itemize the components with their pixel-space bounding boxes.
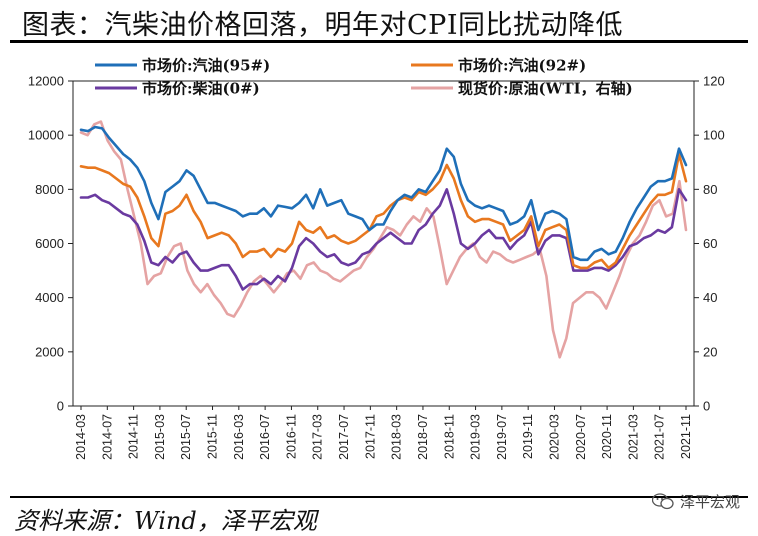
x-tick-label: 2014-07 bbox=[100, 414, 114, 460]
left-tick-label: 4000 bbox=[35, 290, 64, 305]
x-tick-label: 2019-11 bbox=[521, 414, 535, 459]
source-rule bbox=[10, 496, 748, 498]
right-tick-label: 40 bbox=[703, 290, 717, 305]
x-tick-label: 2015-11 bbox=[206, 414, 220, 459]
x-tick-label: 2017-11 bbox=[363, 414, 377, 459]
x-tick-label: 2016-11 bbox=[284, 414, 298, 459]
x-tick-label: 2016-07 bbox=[258, 414, 272, 460]
x-tick-label: 2020-11 bbox=[600, 414, 614, 459]
x-tick-label: 2021-03 bbox=[626, 414, 640, 460]
legend-label-gas95: 市场价:汽油(95#) bbox=[142, 57, 270, 75]
x-tick-label: 2019-07 bbox=[495, 414, 509, 460]
series-line-wti bbox=[79, 120, 688, 359]
series-line-gas95 bbox=[79, 125, 688, 262]
x-tick-label: 2015-07 bbox=[179, 414, 193, 460]
left-tick-label: 2000 bbox=[35, 344, 64, 359]
title-rule bbox=[10, 40, 748, 43]
left-tick-label: 8000 bbox=[35, 182, 64, 197]
plot-area bbox=[72, 80, 695, 407]
x-tick-label: 2014-03 bbox=[74, 414, 88, 460]
x-tick-label: 2016-03 bbox=[232, 414, 246, 460]
x-tick-label: 2018-07 bbox=[416, 414, 430, 460]
legend-label-diesel: 市场价:柴油(0#) bbox=[142, 80, 260, 98]
left-tick-label: 0 bbox=[57, 399, 64, 414]
right-tick-label: 60 bbox=[703, 236, 717, 251]
x-tick-label: 2018-03 bbox=[390, 414, 404, 460]
left-tick-label: 10000 bbox=[28, 128, 64, 143]
right-tick-label: 20 bbox=[703, 344, 717, 359]
right-tick-label: 100 bbox=[703, 128, 725, 143]
x-tick-label: 2021-11 bbox=[679, 414, 693, 459]
x-tick-label: 2017-07 bbox=[337, 414, 351, 460]
source-note: 资料来源：Wind，泽平宏观 bbox=[14, 507, 317, 535]
x-tick-label: 2020-03 bbox=[547, 414, 561, 460]
x-tick-label: 2014-11 bbox=[127, 414, 141, 459]
x-tick-label: 2021-07 bbox=[653, 414, 667, 460]
x-tick-label: 2019-03 bbox=[469, 414, 483, 460]
x-tick-label: 2015-03 bbox=[153, 414, 167, 460]
left-tick-label: 12000 bbox=[28, 74, 64, 89]
chart-title: 图表：汽柴油价格回落，明年对CPI同比扰动降低 bbox=[22, 10, 623, 41]
series-line-diesel bbox=[79, 188, 688, 291]
legend-label-wti: 现货价:原油(WTI，右轴) bbox=[458, 80, 633, 98]
x-tick-label: 2018-11 bbox=[442, 414, 456, 459]
right-tick-label: 0 bbox=[703, 399, 710, 414]
right-tick-label: 120 bbox=[703, 74, 725, 89]
legend-label-gas92: 市场价:汽油(92#) bbox=[458, 57, 586, 75]
left-tick-label: 6000 bbox=[35, 236, 64, 251]
wechat-icon bbox=[651, 493, 674, 510]
x-tick-label: 2017-03 bbox=[311, 414, 325, 460]
right-tick-label: 80 bbox=[703, 182, 717, 197]
x-tick-label: 2020-07 bbox=[574, 414, 588, 460]
watermark: 泽平宏观 bbox=[651, 491, 740, 512]
series-line-gas92 bbox=[79, 152, 688, 270]
watermark-text: 泽平宏观 bbox=[679, 493, 740, 511]
